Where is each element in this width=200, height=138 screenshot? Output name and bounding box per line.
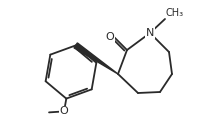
Text: O: O [105,32,114,42]
Text: N: N [145,28,153,38]
Text: O: O [59,106,68,116]
Polygon shape [74,43,117,74]
Text: CH₃: CH₃ [165,8,183,18]
